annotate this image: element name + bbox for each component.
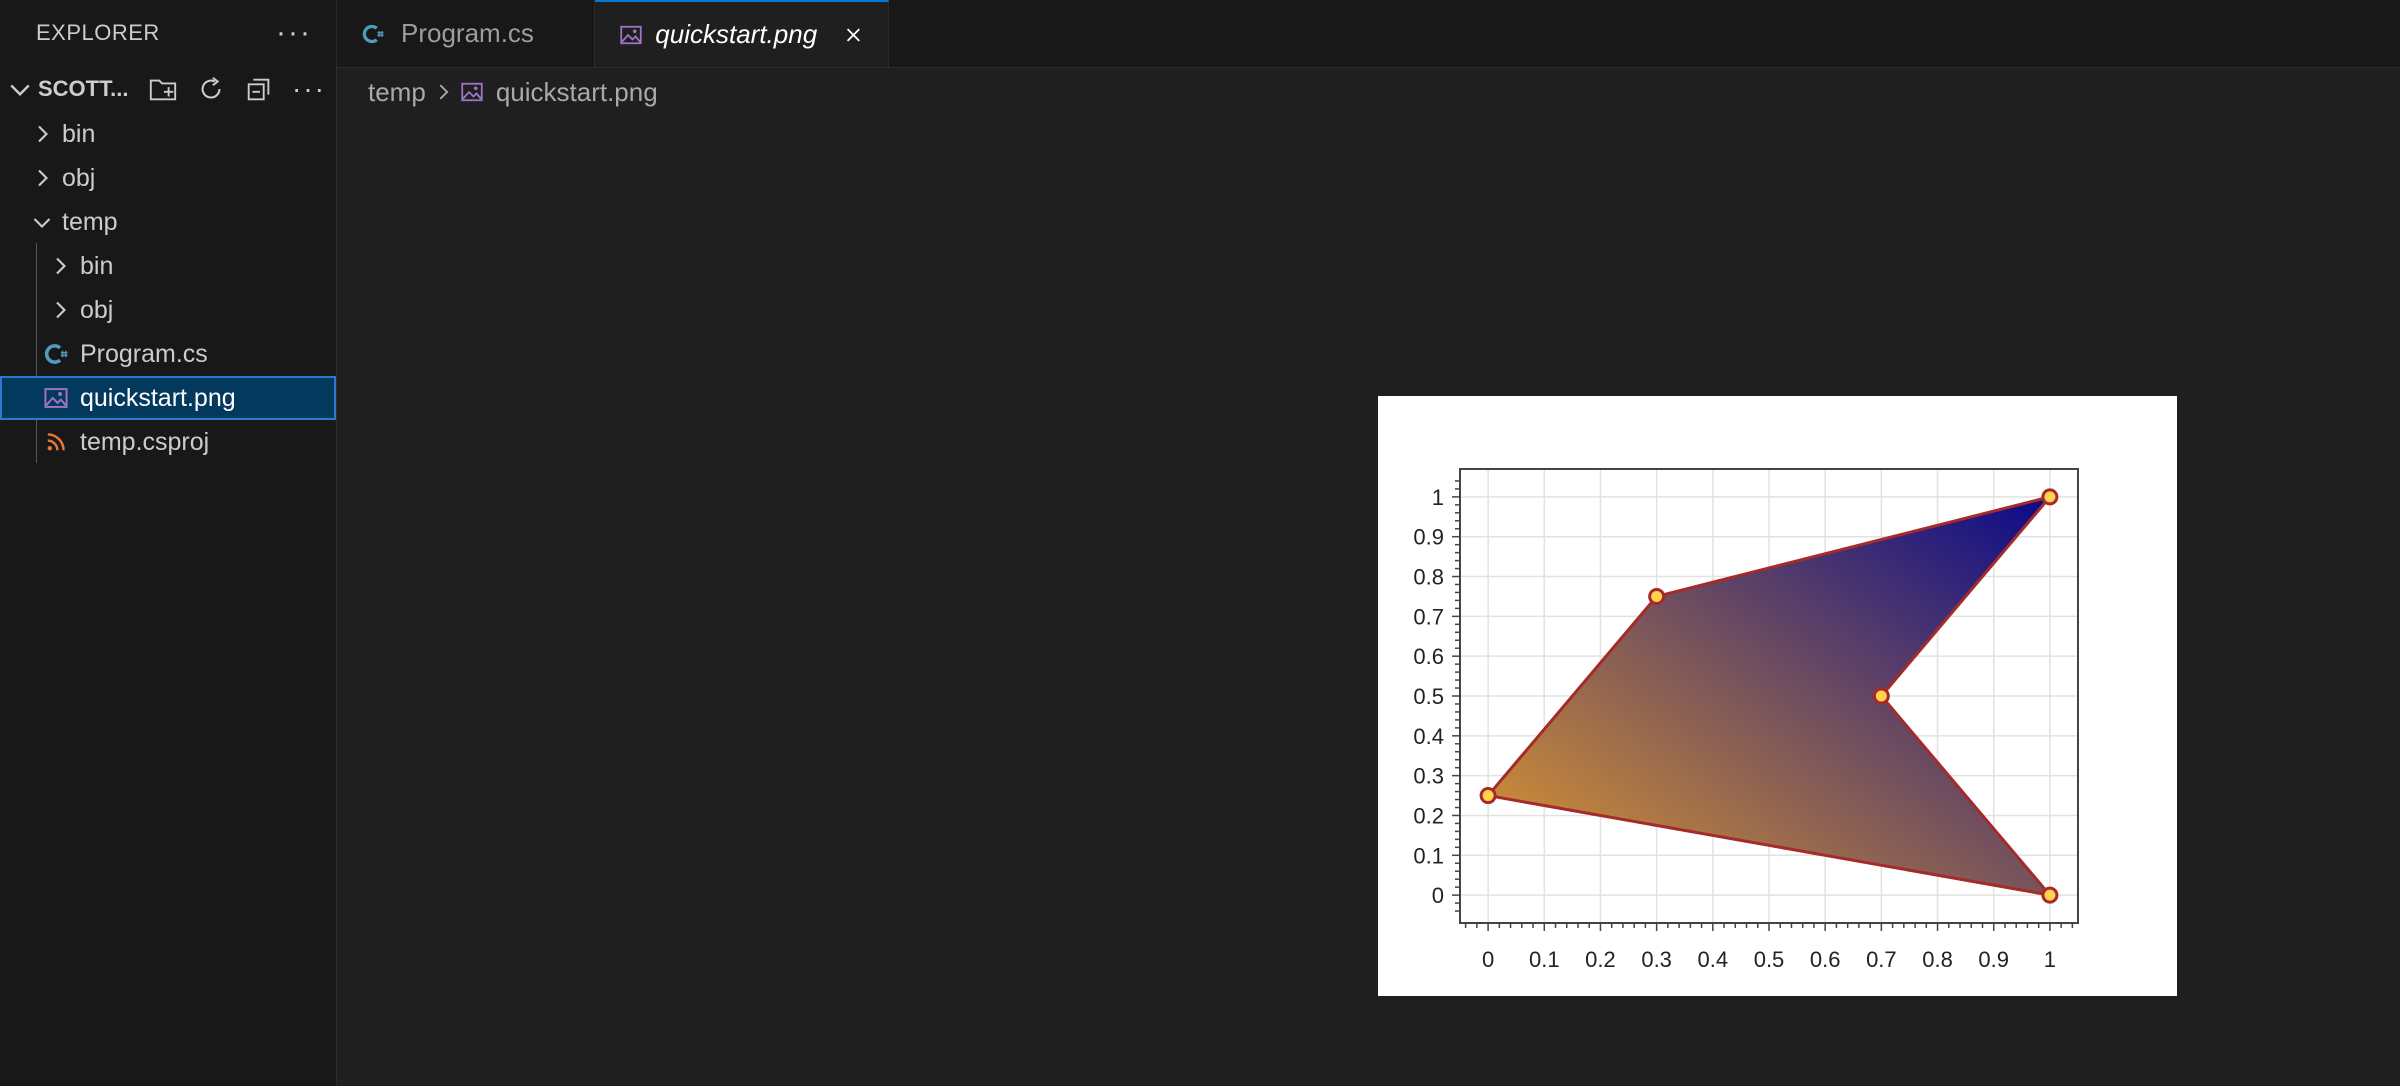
- x-tick-label: 0.9: [1978, 947, 2009, 972]
- explorer-sidebar: EXPLORER ··· SCOTT... ··· bin obj temp b…: [0, 0, 337, 1086]
- axis-ticks: [1452, 480, 2074, 931]
- y-tick-label: 0.5: [1413, 684, 1444, 709]
- chevron-right-icon: [38, 169, 48, 187]
- y-tick-label: 0: [1432, 883, 1444, 908]
- indent-guide: [36, 243, 37, 463]
- tab-bar: Program.cs quickstart.png: [337, 0, 2400, 68]
- y-tick-label: 0.6: [1413, 644, 1444, 669]
- chevron-down-icon: [33, 218, 51, 228]
- y-tick-label: 0.4: [1413, 724, 1444, 749]
- x-tick-label: 0.2: [1585, 947, 1616, 972]
- chevron-right-icon: [439, 84, 449, 100]
- csharp-icon: [42, 340, 70, 368]
- refresh-icon[interactable]: [196, 74, 226, 104]
- y-tick-labels: 0 0.1 0.2 0.3 0.4 0.5 0.6 0.7 0.8 0.9 1: [1413, 485, 1444, 908]
- x-tick-label: 0.1: [1529, 947, 1560, 972]
- csharp-icon: [361, 20, 389, 48]
- x-tick-labels: 0 0.1 0.2 0.3 0.4 0.5 0.6 0.7 0.8 0.9 1: [1482, 947, 2056, 972]
- tree-item-temp-csproj[interactable]: temp.csproj: [0, 420, 336, 464]
- tree-item-label: temp: [62, 207, 118, 236]
- tree-item-label: obj: [80, 295, 114, 324]
- explorer-title: EXPLORER: [36, 20, 160, 45]
- x-tick-label: 0.3: [1641, 947, 1672, 972]
- tree-item-program-cs[interactable]: Program.cs: [0, 332, 336, 376]
- y-tick-label: 0.8: [1413, 565, 1444, 590]
- chevron-right-icon: [56, 257, 66, 275]
- tree-item-label: obj: [62, 163, 96, 192]
- tree-item-label: bin: [62, 119, 96, 148]
- image-icon: [619, 21, 643, 49]
- ellipsis-icon[interactable]: ···: [276, 16, 312, 49]
- polygon-vertices: [1479, 488, 2059, 904]
- tab-label: Program.cs: [401, 18, 534, 48]
- image-preview: 0 0.1 0.2 0.3 0.4 0.5 0.6 0.7 0.8 0.9 1 0 0.1 0.2 0.3…: [1378, 396, 2177, 996]
- x-tick-label: 1: [2044, 947, 2056, 972]
- workspace-title: SCOTT...: [38, 76, 129, 101]
- tab-label: quickstart.png: [655, 19, 818, 49]
- tree-item-quickstart-png[interactable]: quickstart.png: [0, 376, 336, 420]
- tree-item-temp-bin[interactable]: bin: [0, 244, 336, 288]
- new-folder-icon[interactable]: [148, 74, 178, 104]
- tree-item-label: temp.csproj: [80, 427, 210, 456]
- tab-program-cs[interactable]: Program.cs: [337, 0, 595, 67]
- x-tick-label: 0.4: [1698, 947, 1729, 972]
- ellipsis-icon[interactable]: ···: [292, 73, 326, 104]
- close-icon[interactable]: [843, 23, 864, 47]
- breadcrumb-file[interactable]: quickstart.png: [495, 76, 658, 107]
- x-tick-label: 0: [1482, 947, 1494, 972]
- vertex-marker: [1648, 587, 1666, 605]
- y-tick-label: 0.9: [1413, 525, 1444, 550]
- vertex-marker: [1479, 787, 1497, 805]
- collapse-all-icon[interactable]: [244, 74, 274, 104]
- x-tick-label: 0.5: [1754, 947, 1785, 972]
- y-tick-label: 0.2: [1413, 803, 1444, 828]
- chevron-right-icon: [56, 301, 66, 319]
- rss-icon: [42, 428, 70, 456]
- x-tick-label: 0.6: [1810, 947, 1841, 972]
- tab-quickstart-png[interactable]: quickstart.png: [595, 0, 889, 67]
- image-icon: [42, 384, 70, 412]
- y-tick-label: 0.7: [1413, 604, 1444, 629]
- breadcrumb: temp quickstart.png: [368, 70, 658, 114]
- explorer-header: EXPLORER ···: [0, 0, 336, 66]
- tree-item-label: bin: [80, 251, 114, 280]
- chevron-down-icon[interactable]: [6, 75, 34, 103]
- polygon-area: [1486, 495, 2052, 897]
- chart: 0 0.1 0.2 0.3 0.4 0.5 0.6 0.7 0.8 0.9 1 0 0.1 0.2 0.3…: [1413, 468, 2079, 972]
- y-tick-label: 0.3: [1413, 764, 1444, 789]
- tree-item-bin[interactable]: bin: [0, 112, 336, 156]
- y-tick-label: 1: [1432, 485, 1444, 510]
- y-tick-label: 0.1: [1413, 843, 1444, 868]
- vertex-marker: [2041, 488, 2059, 506]
- image-icon: [460, 79, 486, 105]
- tree-item-obj[interactable]: obj: [0, 156, 336, 200]
- vertex-marker: [2041, 886, 2059, 904]
- tree-item-temp[interactable]: temp: [0, 200, 336, 244]
- breadcrumb-folder[interactable]: temp: [368, 76, 426, 107]
- x-tick-label: 0.8: [1922, 947, 1953, 972]
- tree-item-temp-obj[interactable]: obj: [0, 288, 336, 332]
- x-tick-label: 0.7: [1866, 947, 1897, 972]
- chevron-right-icon: [38, 125, 48, 143]
- vertex-marker: [1872, 687, 1890, 705]
- tree-item-label: Program.cs: [80, 339, 208, 368]
- tree-item-label: quickstart.png: [80, 383, 236, 412]
- workspace-section-header[interactable]: SCOTT... ···: [0, 66, 336, 112]
